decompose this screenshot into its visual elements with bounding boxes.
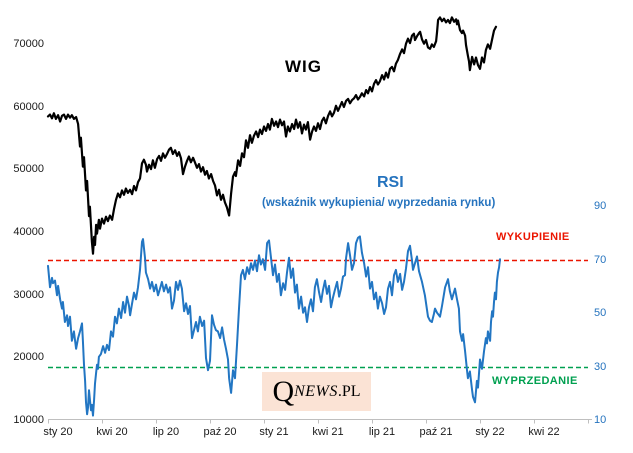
x-axis-label-kwi-22: kwi 22: [528, 426, 560, 438]
left-axis-tick-60000: 60000: [13, 100, 44, 113]
x-axis-label-sty-20: sty 20: [43, 426, 73, 438]
x-axis-label-sty-22: sty 22: [475, 426, 505, 438]
right-axis-tick-10: 10: [594, 414, 607, 426]
oversold-label: WYPRZEDANIE: [492, 375, 578, 387]
qnews-logo-q: Q: [272, 374, 295, 408]
rsi-subtitle: (wskaźnik wykupienia/ wyprzedania rynku): [262, 197, 496, 209]
qnews-logo-news: NEWS: [294, 382, 338, 400]
left-axis-tick-20000: 20000: [13, 351, 44, 364]
left-axis-tick-40000: 40000: [13, 226, 44, 238]
left-axis-tick-70000: 70000: [13, 38, 44, 50]
right-axis-tick-50: 50: [594, 307, 607, 319]
right-axis-tick-90: 90: [594, 200, 607, 212]
qnews-logo: Q NEWS .PL: [262, 372, 371, 411]
right-axis-tick-30: 30: [594, 360, 607, 373]
left-axis-tick-10000: 10000: [13, 414, 44, 426]
qnews-logo-pl: .PL: [337, 382, 361, 400]
left-axis-tick-50000: 50000: [13, 163, 44, 176]
overbought-label: WYKUPIENIE: [496, 231, 570, 243]
wig-series-title: WIG: [285, 57, 322, 76]
rsi-series-title: RSI: [377, 174, 404, 191]
x-axis-label-kwi-21: kwi 21: [312, 426, 344, 438]
x-axis-label-paź-21: paź 21: [419, 426, 453, 438]
x-axis-label-paź-20: paź 20: [203, 426, 237, 438]
left-axis-tick-30000: 30000: [13, 288, 44, 301]
x-axis-label-lip-21: lip 21: [368, 426, 396, 438]
x-axis-label-sty-21: sty 21: [259, 426, 289, 438]
x-axis-label-lip-20: lip 20: [152, 426, 180, 438]
right-axis-tick-70: 70: [594, 253, 607, 266]
rsi-line: [47, 235, 501, 417]
wig-line: [46, 16, 498, 255]
x-axis-label-kwi-20: kwi 20: [96, 426, 128, 438]
